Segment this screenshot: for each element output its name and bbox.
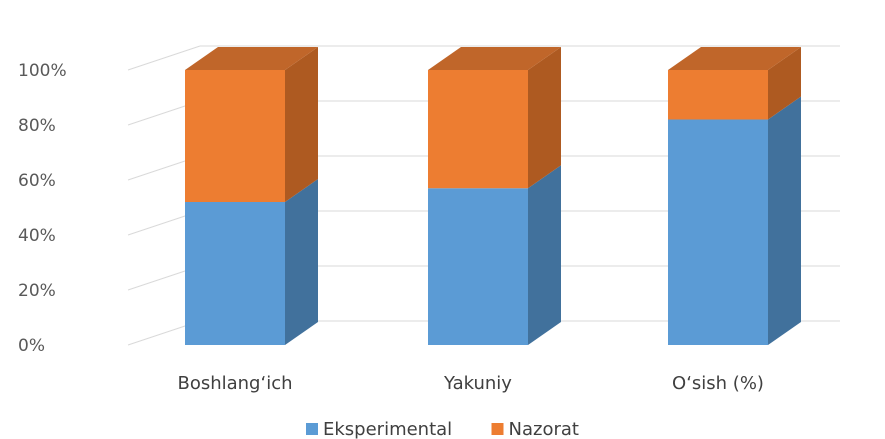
bar-nazorat-front bbox=[428, 70, 528, 189]
y-tick-label: 100% bbox=[18, 61, 67, 81]
bar-eksperimental-front bbox=[428, 188, 528, 345]
x-tick-label: O‘sish (%) bbox=[672, 373, 764, 394]
bar-eksperimental-front bbox=[185, 202, 285, 345]
legend-swatch-eksperimental bbox=[306, 423, 318, 435]
x-tick-label: Yakuniy bbox=[443, 373, 512, 394]
gridline-diagonal bbox=[127, 45, 201, 71]
bar-nazorat-top bbox=[185, 47, 318, 70]
y-tick-label: 0% bbox=[18, 336, 45, 356]
bar-eksperimental-side bbox=[528, 165, 561, 345]
legend-label-nazorat: Nazorat bbox=[509, 419, 579, 439]
y-tick-label: 20% bbox=[18, 281, 56, 301]
bar-nazorat-front bbox=[185, 70, 285, 202]
y-tick-label: 80% bbox=[18, 116, 56, 136]
x-tick-label: Boshlang‘ich bbox=[177, 373, 292, 394]
legend-swatch-nazorat bbox=[491, 423, 504, 435]
bar-nazorat-top bbox=[428, 47, 561, 70]
bar-nazorat-front bbox=[668, 70, 768, 120]
bar-eksperimental-side bbox=[285, 179, 318, 345]
legend-label-eksperimental: Eksperimental bbox=[323, 419, 452, 439]
bar-nazorat-side bbox=[768, 47, 801, 120]
bar-nazorat-side bbox=[285, 47, 318, 202]
bar-nazorat-side bbox=[528, 47, 561, 189]
bar-eksperimental-front bbox=[668, 119, 768, 345]
bar-eksperimental-side bbox=[768, 96, 801, 345]
y-tick-label: 40% bbox=[18, 226, 56, 246]
y-tick-label: 60% bbox=[18, 171, 56, 191]
bar-nazorat-top bbox=[668, 47, 801, 70]
